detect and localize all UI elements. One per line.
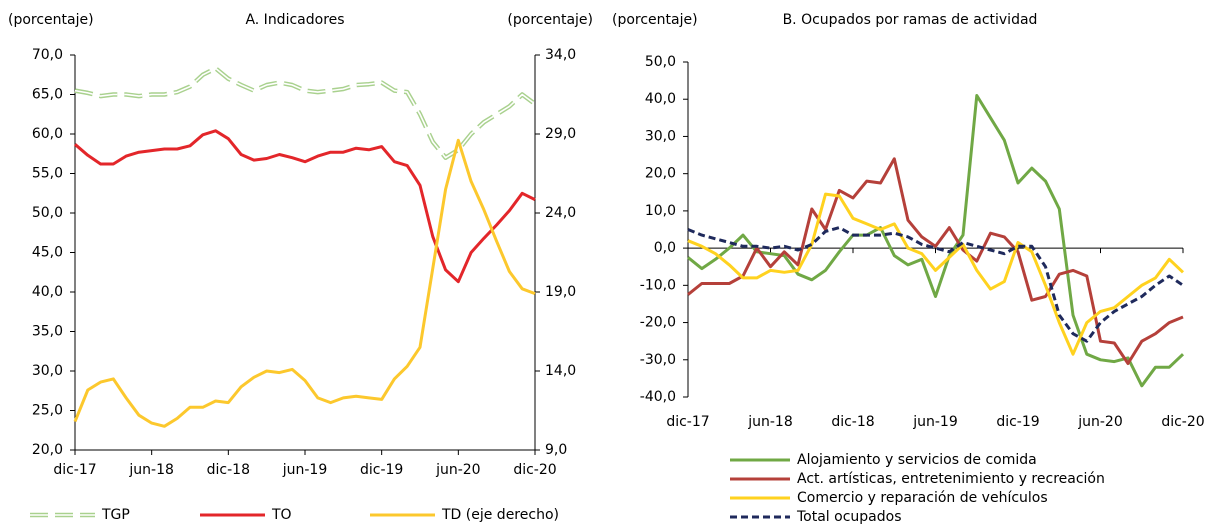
y-tick-label: 65,0	[32, 87, 63, 103]
y-tick-label: 40,0	[645, 91, 676, 107]
y-tick-label: 35,0	[32, 324, 63, 340]
series-line	[687, 94, 1185, 388]
legend-label: Comercio y reparación de vehículos	[797, 490, 1048, 506]
series-line	[687, 192, 1185, 356]
series-line	[73, 138, 536, 428]
y-tick-label: 40,0	[32, 284, 63, 300]
y-tick-label: 45,0	[32, 245, 63, 261]
series-line	[74, 66, 537, 160]
y-tick-label: 50,0	[645, 54, 676, 70]
chart-title: B. Ocupados por ramas de actividad	[783, 12, 1038, 28]
y2-tick-label: 34,0	[545, 47, 576, 63]
legend-label: TD (eje derecho)	[441, 507, 559, 523]
series-line	[687, 157, 1184, 365]
y-tick-label: 10,0	[645, 203, 676, 219]
y-tick-label: 30,0	[645, 128, 676, 144]
x-tick-label: dic-18	[207, 462, 250, 478]
x-tick-label: dic-19	[996, 414, 1039, 430]
chart-title: A. Indicadores	[245, 12, 344, 28]
legend-label: Total ocupados	[796, 509, 902, 525]
y-axis-label: (porcentaje)	[612, 12, 698, 28]
x-tick-label: jun-19	[912, 414, 958, 430]
legend-label: TO	[271, 507, 292, 523]
x-tick-label: dic-20	[513, 462, 556, 478]
y-tick-label: 30,0	[32, 363, 63, 379]
y-tick-label: 60,0	[32, 126, 63, 142]
y2-tick-label: 9,0	[545, 442, 567, 458]
y-tick-label: 20,0	[645, 166, 676, 182]
series-line	[74, 129, 536, 284]
y-axis-label: (porcentaje)	[8, 12, 94, 28]
y-tick-label: 50,0	[32, 205, 63, 221]
y-tick-label: -30,0	[640, 352, 676, 368]
y-tick-label: 25,0	[32, 403, 63, 419]
x-tick-label: dic-19	[360, 462, 403, 478]
x-tick-label: jun-18	[747, 414, 793, 430]
x-tick-label: jun-20	[435, 462, 481, 478]
y2-tick-label: 29,0	[545, 126, 576, 142]
y2-axis-label: (porcentaje)	[507, 12, 593, 28]
y2-tick-label: 24,0	[545, 205, 576, 221]
legend-label: TGP	[101, 507, 130, 523]
x-tick-label: jun-18	[128, 462, 174, 478]
x-tick-label: jun-20	[1077, 414, 1123, 430]
line-inner	[74, 67, 536, 159]
y-tick-label: 20,0	[32, 442, 63, 458]
y-tick-label: -20,0	[640, 315, 676, 331]
x-tick-label: dic-20	[1161, 414, 1204, 430]
y2-tick-label: 14,0	[545, 363, 576, 379]
y-tick-label: 55,0	[32, 166, 63, 182]
y2-tick-label: 19,0	[545, 284, 576, 300]
x-tick-label: dic-17	[666, 414, 709, 430]
y-tick-label: -10,0	[640, 277, 676, 293]
legend-label: Act. artísticas, entretenimiento y recre…	[797, 471, 1105, 487]
y-tick-label: 70,0	[32, 47, 63, 63]
x-tick-label: jun-19	[282, 462, 328, 478]
x-tick-label: dic-18	[831, 414, 874, 430]
x-tick-label: dic-17	[53, 462, 96, 478]
y-tick-label: 0,0	[654, 240, 676, 256]
legend-label: Alojamiento y servicios de comida	[797, 452, 1037, 468]
y-tick-label: -40,0	[640, 389, 676, 405]
